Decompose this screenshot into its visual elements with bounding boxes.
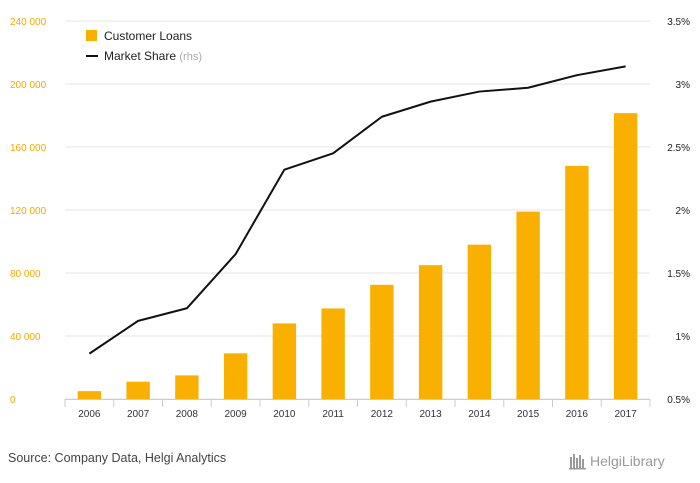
bar: [467, 244, 492, 399]
y-left-tick-label: 120 000: [10, 206, 47, 217]
line-series: [88, 65, 626, 355]
y-left-tick-label: 80 000: [10, 269, 41, 280]
x-tick-label: 2017: [615, 409, 638, 420]
y-right-tick-label: 2%: [676, 206, 691, 217]
y-left-tick-label: 240 000: [10, 17, 47, 28]
bar: [321, 308, 345, 399]
legend-label-customer-loans: Customer Loans: [104, 29, 192, 43]
y-left-tick-label: 200 000: [10, 80, 47, 91]
x-tick-label: 2015: [517, 409, 540, 420]
x-tick-label: 2014: [468, 409, 491, 420]
bar: [370, 284, 394, 399]
bar: [223, 353, 248, 399]
bar: [272, 323, 297, 399]
bar: [565, 165, 589, 399]
y-left-tick-label: 40 000: [10, 332, 41, 343]
market-share-line: [88, 65, 626, 355]
logo-text: HelgiLibrary: [590, 453, 665, 469]
left-axis: 0 40 000 80 000 120 000 160 000 200 000 240 00…: [10, 17, 47, 406]
x-tick-label: 2010: [273, 409, 296, 420]
y-right-tick-label: 0.5%: [667, 395, 690, 406]
bar: [126, 381, 150, 399]
x-tick-label: 2006: [78, 409, 101, 420]
legend-swatch-customer-loans: [86, 30, 97, 41]
x-tick-label: 2012: [371, 409, 394, 420]
x-tick-label: 2013: [420, 409, 443, 420]
legend: Customer Loans Market Share (rhs): [86, 29, 202, 63]
x-axis: 2006 2007 2008 2009 2010 2011 2012 2013 2014 2015…: [64, 399, 651, 420]
source-note: Source: Company Data, Helgi Analytics: [8, 451, 227, 465]
bar: [418, 265, 443, 399]
x-tick-label: 2016: [566, 409, 589, 420]
x-tick-label: 2011: [322, 409, 344, 420]
y-right-tick-label: 3.5%: [667, 17, 690, 28]
y-right-tick-label: 1.5%: [667, 269, 690, 280]
y-right-tick-label: 2.5%: [667, 143, 690, 154]
legend-label-market-share: Market Share (rhs): [104, 49, 202, 63]
x-tick-label: 2007: [127, 409, 150, 420]
legend-market-share-suffix: (rhs): [179, 51, 202, 63]
y-right-tick-label: 3%: [676, 80, 691, 91]
legend-market-share-name: Market Share: [104, 49, 176, 63]
helgi-library-logo: HelgiLibrary: [569, 453, 665, 470]
gridlines: [65, 20, 650, 400]
bar: [77, 391, 102, 399]
bar: [613, 113, 638, 399]
right-axis: 0.5% 1% 1.5% 2% 2.5% 3% 3.5%: [667, 17, 690, 406]
x-tick-label: 2008: [176, 409, 199, 420]
bookshelf-icon: [569, 454, 586, 470]
y-left-tick-label: 160 000: [10, 143, 47, 154]
bar: [516, 211, 540, 399]
bar-series: [77, 113, 638, 399]
y-left-tick-label: 0: [10, 395, 16, 406]
x-tick-label: 2009: [225, 409, 248, 420]
y-right-tick-label: 1%: [676, 332, 691, 343]
bar: [175, 375, 199, 399]
